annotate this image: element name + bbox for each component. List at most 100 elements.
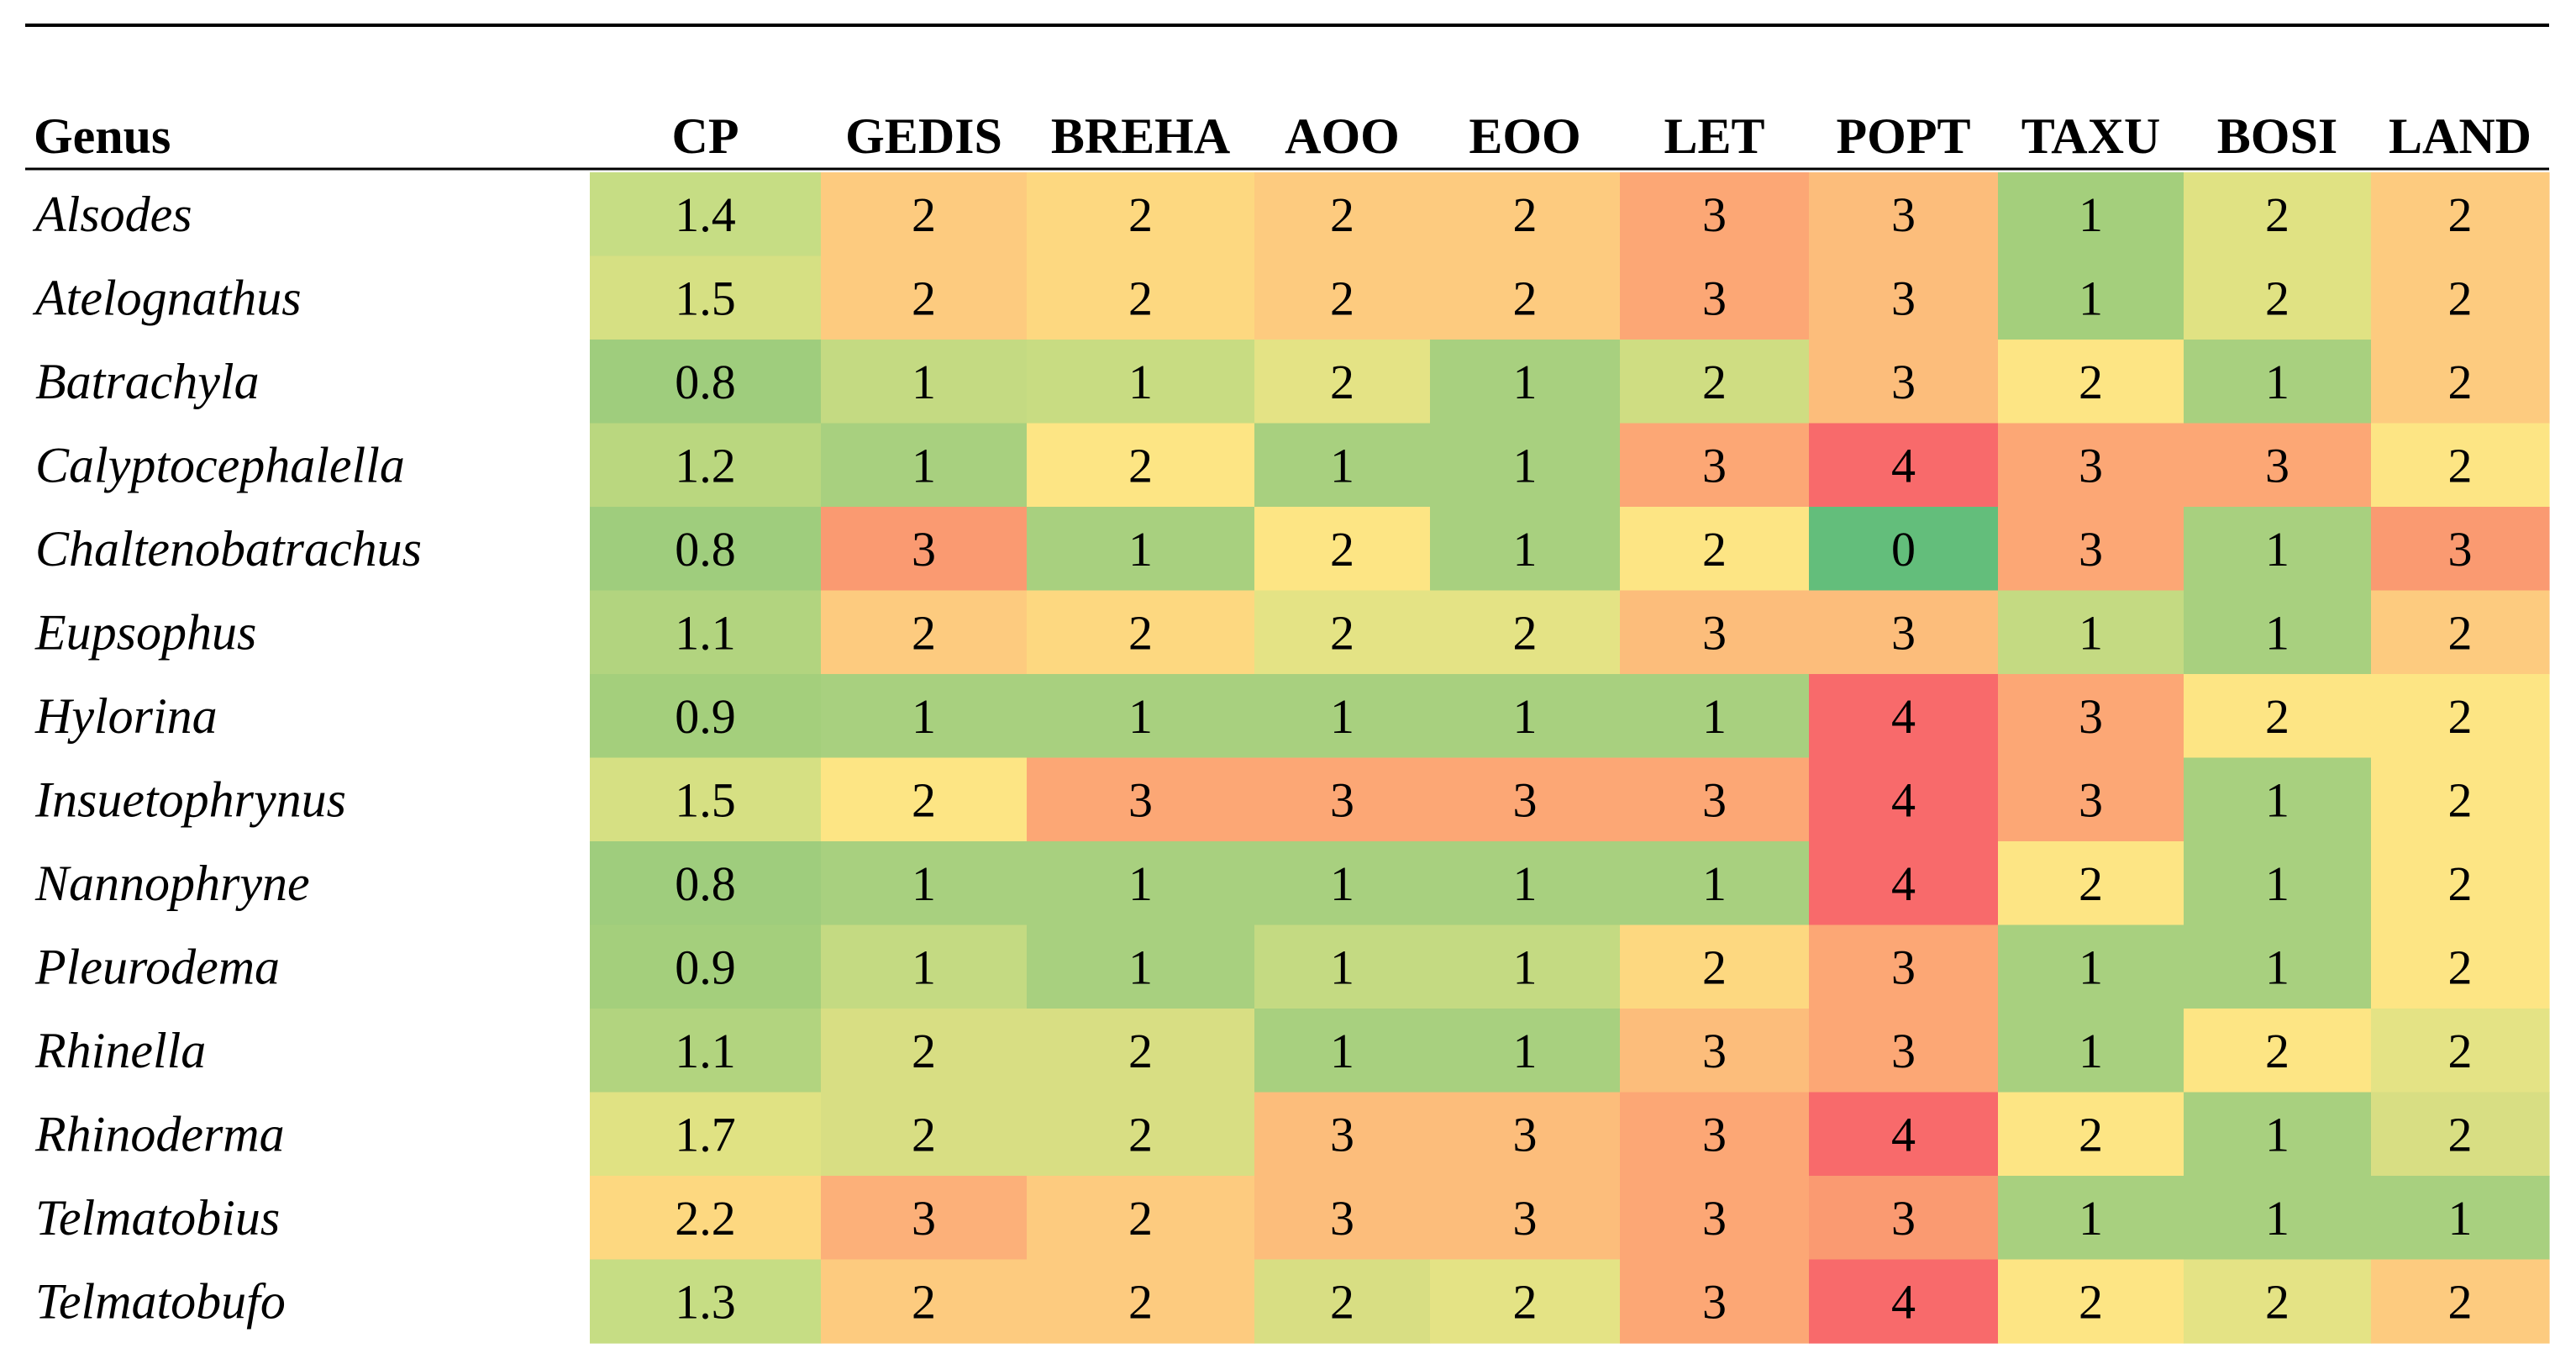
heatmap-cell-atelognathus-bosi xyxy=(2184,255,2372,340)
cell-value-hylorina-popt: 4 xyxy=(1891,689,1916,744)
cell-value-eupsophus-eoo: 2 xyxy=(1513,605,1538,660)
heatmap-cell-rhinella-bosi xyxy=(2184,1009,2372,1093)
heatmap-cell-pleurodema-aoo xyxy=(1254,924,1431,1009)
heatmap-cell-alsodes-popt xyxy=(1809,172,1999,257)
cell-value-telmatobius-breha: 2 xyxy=(1128,1191,1153,1246)
heatmap-cell-telmatobufo-cp xyxy=(590,1259,822,1344)
heatmap-cell-rhinoderma-eoo xyxy=(1430,1092,1621,1177)
cell-value-telmatobufo-bosi: 2 xyxy=(2265,1274,2289,1329)
cell-value-telmatobius-gedis: 3 xyxy=(912,1191,936,1246)
cell-value-calyptocephalella-eoo: 1 xyxy=(1513,438,1538,493)
heatmap-cell-atelognathus-breha xyxy=(1027,255,1255,340)
heatmap-cell-rhinella-let xyxy=(1620,1009,1810,1093)
heatmap-cell-rhinoderma-aoo xyxy=(1254,1092,1431,1177)
heatmap-cell-eupsophus-taxu xyxy=(1998,590,2184,675)
cell-value-telmatobius-eoo: 3 xyxy=(1513,1191,1538,1246)
cell-value-telmatobius-aoo: 3 xyxy=(1330,1191,1354,1246)
heatmap-cell-eupsophus-eoo xyxy=(1430,590,1621,675)
heatmap-cell-batrachyla-popt xyxy=(1809,340,1999,424)
cell-value-telmatobius-bosi: 1 xyxy=(2265,1191,2289,1246)
cell-value-telmatobufo-aoo: 2 xyxy=(1330,1274,1354,1329)
cell-value-insuetophrynus-let: 3 xyxy=(1702,772,1727,827)
heatmap-cell-chaltenobatrachus-aoo xyxy=(1254,507,1431,592)
row-label-calyptocephalella: Calyptocephalella xyxy=(35,437,405,493)
cell-value-calyptocephalella-taxu: 3 xyxy=(2079,438,2103,493)
cell-value-alsodes-let: 3 xyxy=(1702,187,1727,242)
cell-value-rhinella-cp: 1.1 xyxy=(675,1024,736,1078)
cell-value-alsodes-bosi: 2 xyxy=(2265,187,2289,242)
cell-value-rhinoderma-let: 3 xyxy=(1702,1107,1727,1161)
heatmap-cell-rhinella-breha xyxy=(1027,1009,1255,1093)
cell-value-telmatobufo-land: 2 xyxy=(2448,1274,2473,1329)
cell-value-calyptocephalella-gedis: 1 xyxy=(912,438,936,493)
heatmap-cell-rhinoderma-taxu xyxy=(1998,1092,2184,1177)
heatmap-cell-calyptocephalella-gedis xyxy=(821,423,1028,508)
cell-value-calyptocephalella-land: 2 xyxy=(2448,438,2473,493)
heatmap-cell-chaltenobatrachus-cp xyxy=(590,507,822,592)
cell-value-chaltenobatrachus-breha: 1 xyxy=(1128,522,1153,577)
column-header-bosi: BOSI xyxy=(2217,108,2337,164)
heatmap-cell-batrachyla-cp xyxy=(590,340,822,424)
heatmap-cell-alsodes-cp xyxy=(590,172,822,257)
cell-value-nannophryne-cp: 0.8 xyxy=(675,856,736,911)
heatmap-cell-atelognathus-cp xyxy=(590,255,822,340)
heatmap-cell-rhinella-land xyxy=(2371,1009,2550,1093)
heatmap-cell-atelognathus-gedis xyxy=(821,255,1028,340)
cell-value-chaltenobatrachus-popt: 0 xyxy=(1891,522,1916,577)
heatmap-cell-calyptocephalella-aoo xyxy=(1254,423,1431,508)
row-label-pleurodema: Pleurodema xyxy=(34,939,280,994)
column-header-taxu: TAXU xyxy=(2021,108,2161,164)
cell-value-nannophryne-bosi: 1 xyxy=(2265,856,2289,911)
cell-value-chaltenobatrachus-cp: 0.8 xyxy=(675,522,736,577)
row-label-insuetophrynus: Insuetophrynus xyxy=(34,772,346,827)
cell-value-calyptocephalella-bosi: 3 xyxy=(2265,438,2289,493)
heatmap-cell-hylorina-land xyxy=(2371,674,2550,759)
heatmap-cell-telmatobufo-popt xyxy=(1809,1259,1999,1344)
cell-value-insuetophrynus-bosi: 1 xyxy=(2265,772,2289,827)
cell-value-pleurodema-popt: 3 xyxy=(1891,940,1916,994)
heatmap-cell-nannophryne-taxu xyxy=(1998,841,2184,926)
cell-value-hylorina-taxu: 3 xyxy=(2079,689,2103,744)
heatmap-cell-insuetophrynus-gedis xyxy=(821,757,1028,842)
heatmap-cell-alsodes-land xyxy=(2371,172,2550,257)
cell-value-rhinoderma-taxu: 2 xyxy=(2079,1107,2103,1161)
column-header-breha: BREHA xyxy=(1051,108,1230,164)
heatmap-cell-telmatobius-eoo xyxy=(1430,1176,1621,1261)
cell-value-insuetophrynus-eoo: 3 xyxy=(1513,772,1538,827)
heatmap-cell-rhinoderma-gedis xyxy=(821,1092,1028,1177)
cell-value-rhinoderma-gedis: 2 xyxy=(912,1107,936,1161)
cell-value-hylorina-let: 1 xyxy=(1702,689,1727,744)
heatmap-cell-calyptocephalella-popt xyxy=(1809,423,1999,508)
cell-value-alsodes-aoo: 2 xyxy=(1330,187,1354,242)
heatmap-cell-rhinoderma-let xyxy=(1620,1092,1810,1177)
cell-value-batrachyla-aoo: 2 xyxy=(1330,355,1354,409)
cell-value-rhinella-aoo: 1 xyxy=(1330,1024,1354,1078)
heatmap-cell-alsodes-bosi xyxy=(2184,172,2372,257)
cell-value-alsodes-taxu: 1 xyxy=(2079,187,2103,242)
cell-value-batrachyla-gedis: 1 xyxy=(912,355,936,409)
heatmap-cell-calyptocephalella-bosi xyxy=(2184,423,2372,508)
cell-value-rhinella-popt: 3 xyxy=(1891,1024,1916,1078)
row-label-nannophryne: Nannophryne xyxy=(34,856,310,911)
row-label-atelognathus: Atelognathus xyxy=(32,270,302,325)
heatmap-cell-batrachyla-eoo xyxy=(1430,340,1621,424)
heatmap-cell-calyptocephalella-land xyxy=(2371,423,2550,508)
heatmap-cell-calyptocephalella-eoo xyxy=(1430,423,1621,508)
row-label-telmatobius: Telmatobius xyxy=(35,1190,280,1246)
heatmap-cell-telmatobufo-gedis xyxy=(821,1259,1028,1344)
heatmap-cell-chaltenobatrachus-let xyxy=(1620,507,1810,592)
row-header-label: Genus xyxy=(34,108,171,164)
cell-value-batrachyla-bosi: 1 xyxy=(2265,355,2289,409)
cell-value-atelognathus-land: 2 xyxy=(2448,271,2473,325)
heatmap-cell-atelognathus-land xyxy=(2371,255,2550,340)
heatmap-cell-telmatobius-aoo xyxy=(1254,1176,1431,1261)
cell-value-pleurodema-eoo: 1 xyxy=(1513,940,1538,994)
cell-value-telmatobius-cp: 2.2 xyxy=(675,1191,736,1246)
cell-value-hylorina-eoo: 1 xyxy=(1513,689,1538,744)
cell-value-nannophryne-breha: 1 xyxy=(1128,856,1153,911)
column-header-eoo: EOO xyxy=(1469,108,1580,164)
cell-value-alsodes-popt: 3 xyxy=(1891,187,1916,242)
cell-value-nannophryne-let: 1 xyxy=(1702,856,1727,911)
cell-value-hylorina-land: 2 xyxy=(2448,689,2473,744)
